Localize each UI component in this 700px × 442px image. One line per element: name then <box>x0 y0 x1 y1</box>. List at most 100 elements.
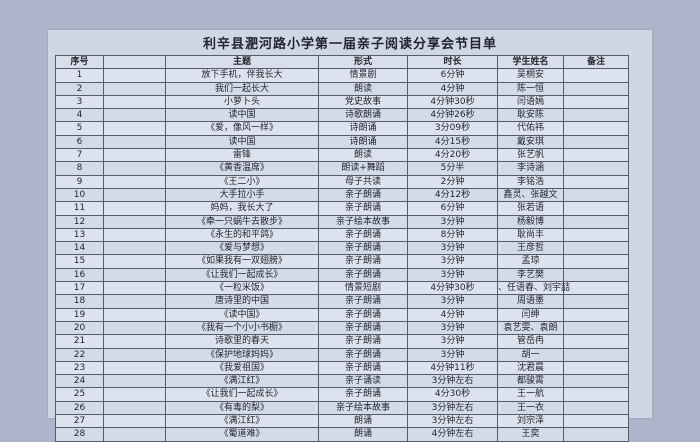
cell <box>103 121 166 136</box>
table-row: 25 《让我们一起成长》 亲子朗诵 4分30秒 王一航 <box>55 387 629 402</box>
cell <box>103 148 166 163</box>
cell <box>103 307 166 322</box>
cell: 《保护地球妈妈》 <box>165 347 319 362</box>
cell: 王彦哲 <box>497 241 564 256</box>
cell <box>563 161 629 176</box>
cell: 3分钟 <box>407 254 498 269</box>
cell: 5分半 <box>407 161 498 176</box>
cell: 诗朗诵 <box>318 134 408 150</box>
cell: 管岳冉 <box>497 334 564 349</box>
cell: 18 <box>55 294 104 309</box>
cell <box>103 241 166 256</box>
table-row: 5 《爱，像风一样》 诗朗诵 3分09秒 代佑祎 <box>55 121 629 136</box>
cell: 亲子朗诵 <box>318 254 408 269</box>
table-row: 19 《读中国》 亲子朗诵 4分钟 闫绅 <box>55 307 629 322</box>
table-row: 18 唐诗里的中国 亲子朗诵 3分钟 周语墨 <box>55 294 629 309</box>
cell: 3分钟 <box>407 334 498 349</box>
cell <box>103 227 166 243</box>
table-row: 10 大手拉小手 亲子朗诵 4分12秒 鑫灵、张越文 <box>55 187 629 203</box>
column-header: 备注 <box>563 54 629 70</box>
table-row: 15 《如果我有一双翅膀》 亲子朗诵 3分钟 孟琼 <box>55 254 629 269</box>
spreadsheet-panel: 利辛县淝河路小学第一届亲子阅读分享会节目单 序号 主题 形式 时长 学生姓名 备注 1 放下… <box>48 30 652 442</box>
cell: 李诗涵 <box>497 161 564 176</box>
cell <box>103 174 166 189</box>
cell: 2分钟 <box>407 174 498 189</box>
cell <box>563 414 629 429</box>
cell: 朗诵 <box>318 427 408 442</box>
cell: 3分钟 <box>407 294 498 309</box>
cell: 亲子朗诵 <box>318 347 408 362</box>
cell: 亲子朗诵 <box>318 187 408 203</box>
cell: 4分钟11秒 <box>407 360 498 376</box>
cell <box>563 307 629 322</box>
cell: 15 <box>55 254 104 269</box>
cell: 大手拉小手 <box>165 187 319 203</box>
cell: 亲子朗诵 <box>318 201 408 216</box>
table-row: 3 小萝卜头 党史故事 4分钟30秒 闫语嫣 <box>55 94 629 110</box>
cell: 4分钟30秒 <box>407 281 498 296</box>
cell: 14 <box>55 241 104 256</box>
cell: 1 <box>55 68 104 83</box>
table-row: 20 《我有一个小小书橱》 亲子朗诵 3分钟 袁艺雯、袁朗 <box>55 320 629 336</box>
column-header: 时长 <box>407 54 498 70</box>
table-row: 1 放下手机，伴我长大 情景剧 6分钟 吴桐安 <box>55 68 629 83</box>
cell <box>563 108 629 123</box>
cell <box>103 187 166 203</box>
cell: 亲子绘本故事 <box>318 400 408 416</box>
cell: 胡一 <box>497 347 564 362</box>
cell <box>103 281 166 296</box>
cell: 李铭浩 <box>497 174 564 189</box>
cell: 我们一起长大 <box>165 81 319 96</box>
cell: 8 <box>55 161 104 176</box>
cell <box>103 267 166 283</box>
cell: 耿尚丰 <box>497 227 564 243</box>
table-row: 13 《永生的和平鸽》 亲子朗诵 8分钟 耿尚丰 <box>55 227 629 243</box>
cell: 《爱与梦想》 <box>165 241 319 256</box>
cell <box>103 214 166 229</box>
cell: 《读中国》 <box>165 307 319 322</box>
cell: 6 <box>55 134 104 150</box>
cell <box>563 281 629 296</box>
cell <box>103 334 166 349</box>
table-row: 21 诗歌里的春天 亲子朗诵 3分钟 管岳冉 <box>55 334 629 349</box>
cell: 4分12秒 <box>407 187 498 203</box>
cell: 张艺帆 <box>497 148 564 163</box>
cell: 亲子绘本故事 <box>318 214 408 229</box>
cell: 《如果我有一双翅膀》 <box>165 254 319 269</box>
column-header: 学生姓名 <box>497 54 564 70</box>
cell: 沈君晨 <box>497 360 564 376</box>
cell: 、任语春、刘宇喆 <box>497 281 571 296</box>
cell: 亲子朗诵 <box>318 307 408 322</box>
table-row: 4 读中国 诗歌朗诵 4分钟26秒 耿安陈 <box>55 108 629 123</box>
cell <box>103 134 166 150</box>
cell: 代佑祎 <box>497 121 564 136</box>
cell: 母子共读 <box>318 174 408 189</box>
cell <box>563 294 629 309</box>
cell: 4 <box>55 108 104 123</box>
cell: 王奕 <box>497 427 564 442</box>
cell: 2 <box>55 81 104 96</box>
cell <box>563 174 629 189</box>
cell <box>103 81 166 96</box>
cell: 朗读 <box>318 148 408 163</box>
cell: 亲子朗诵 <box>318 320 408 336</box>
cell <box>103 374 166 389</box>
column-header: 序号 <box>55 54 104 70</box>
cell: 《爱，像风一样》 <box>165 121 319 136</box>
cell <box>563 121 629 136</box>
table-row: 28 《蜀道难》 朗诵 4分钟左右 王奕 <box>55 427 629 442</box>
cell: 情景短剧 <box>318 281 408 296</box>
cell: 21 <box>55 334 104 349</box>
cell <box>563 81 629 96</box>
cell: 闫绅 <box>497 307 564 322</box>
cell: 10 <box>55 187 104 203</box>
cell: 《王二小》 <box>165 174 319 189</box>
cell: 4分钟 <box>407 307 498 322</box>
cell <box>563 320 629 336</box>
cell: 11 <box>55 201 104 216</box>
table-row: 11 妈妈，我长大了 亲子朗诵 6分钟 张若语 <box>55 201 629 216</box>
cell: 3分钟 <box>407 241 498 256</box>
cell: 李艺樊 <box>497 267 564 283</box>
cell: 党史故事 <box>318 94 408 110</box>
